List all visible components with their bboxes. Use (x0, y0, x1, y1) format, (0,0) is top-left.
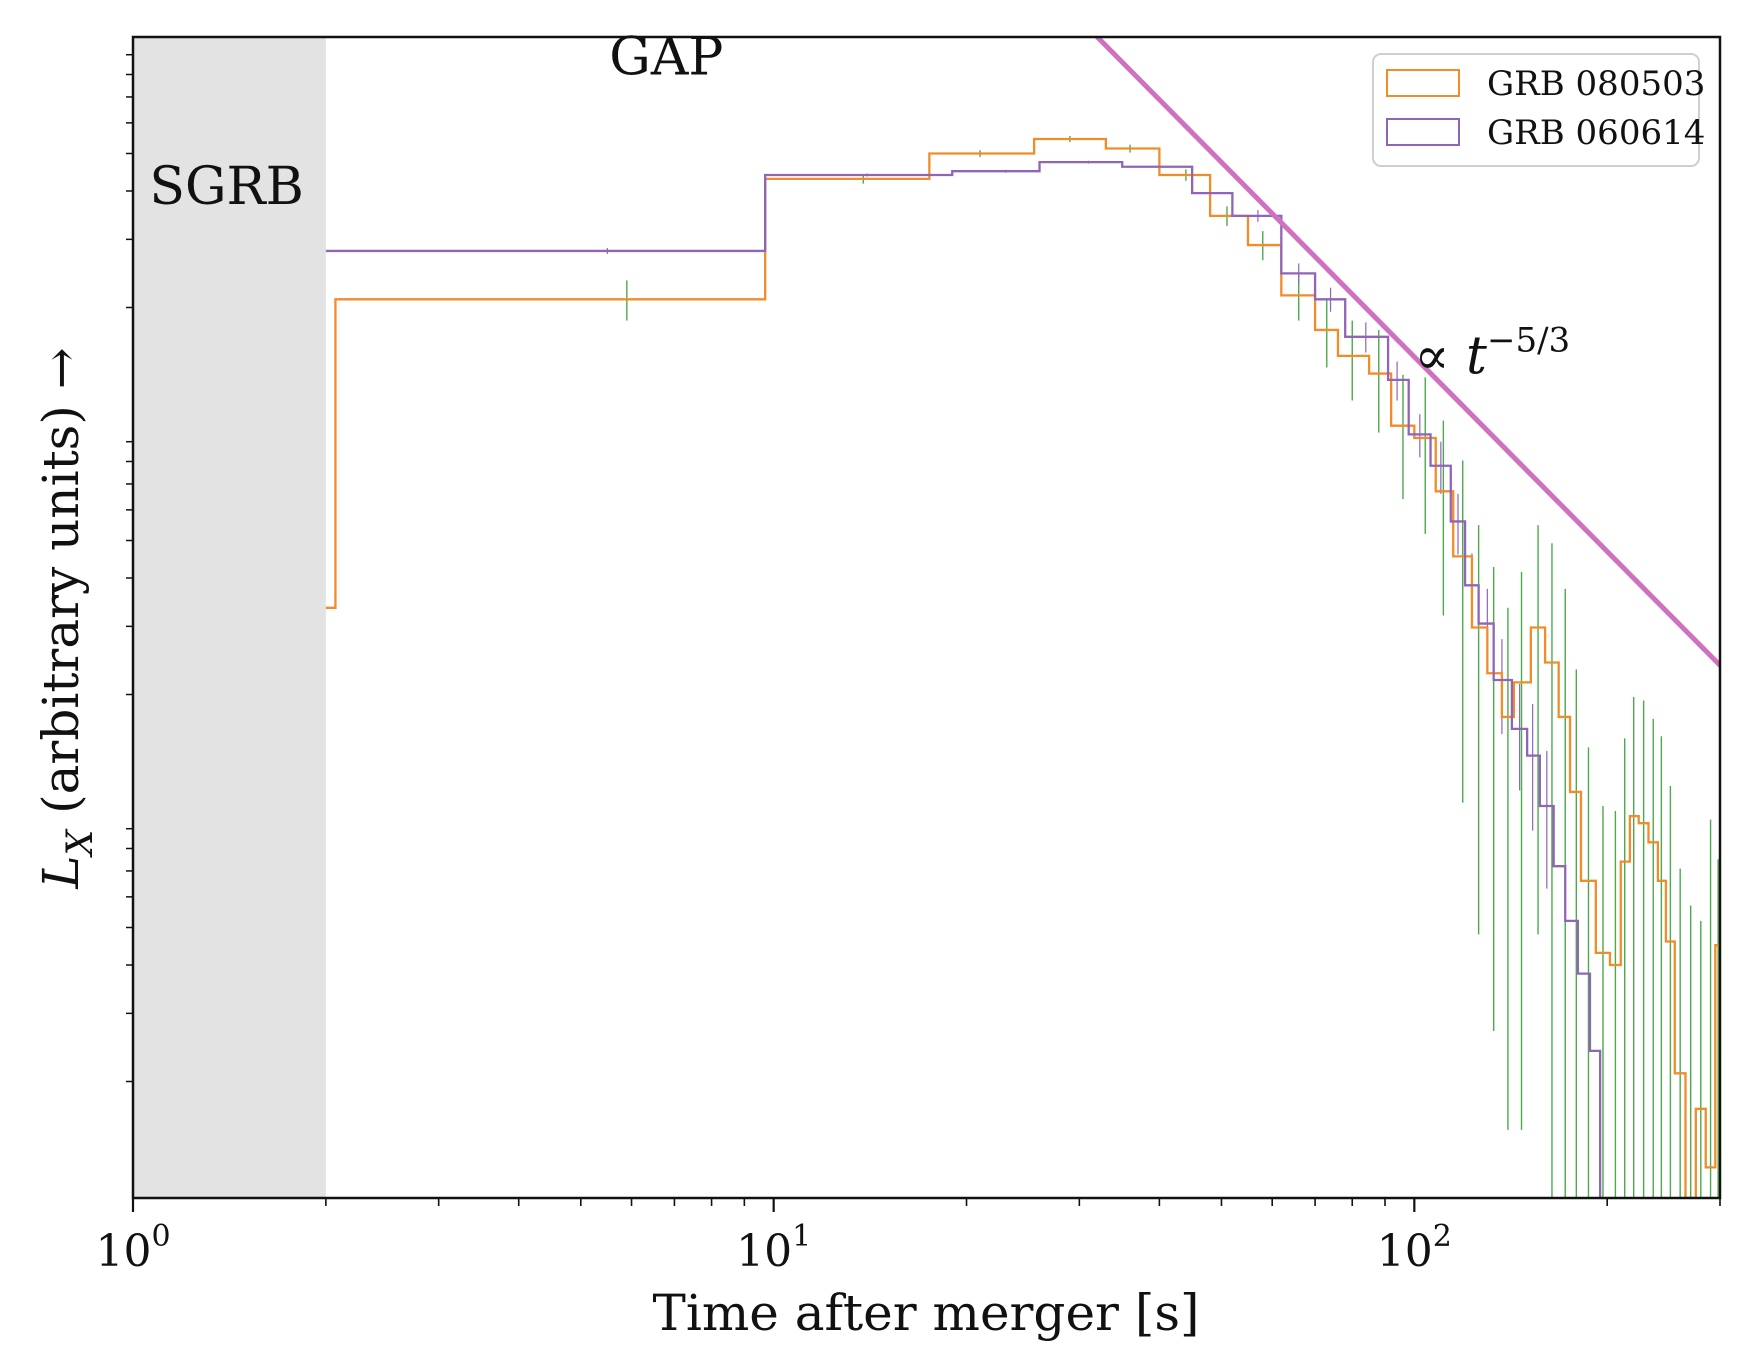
plot-frame (131, 35, 1722, 1200)
y-axis-ticks (126, 53, 133, 1083)
powerlaw-variable: t (1466, 327, 1487, 387)
y-axis-title: LX (arbitrary units) → (32, 347, 101, 889)
powerlaw-prefix: ∝ (1414, 327, 1466, 387)
x-tick-exponent: 0 (151, 1219, 170, 1254)
series-line-grb-060614 (325, 160, 1602, 1198)
x-tick-exponent: 1 (792, 1219, 811, 1254)
gap-annotation: GAP (609, 28, 723, 88)
powerlaw-exponent: −5/3 (1487, 321, 1570, 361)
y-axis-title-sub: X (60, 828, 101, 858)
series-layer (325, 137, 1720, 1198)
y-axis-title-main: L (32, 855, 90, 889)
x-tick-exponent: 2 (1433, 1219, 1452, 1254)
plot-background (133, 37, 1720, 1198)
x-tick-base: 10 (1377, 1226, 1433, 1277)
x-axis-title: Time after merger [s] (653, 1284, 1200, 1342)
x-axis-ticks: 100 101 102 (95, 1198, 1721, 1277)
x-tick-label: 101 (736, 1219, 811, 1277)
legend-swatch-grb-060614 (1386, 118, 1460, 146)
y-axis-title-rest: (arbitrary units) → (32, 347, 90, 829)
sgrb-shaded-region (133, 37, 326, 1198)
legend-label-grb-060614: GRB 060614 (1487, 113, 1705, 153)
series-line-grb-080503 (325, 137, 1720, 1198)
legend-swatch-grb-080503 (1386, 69, 1460, 97)
legend: GRB 080503 GRB 060614 (1372, 53, 1705, 167)
powerlaw-line (1094, 37, 1720, 668)
x-tick-base: 10 (95, 1226, 151, 1277)
x-tick-label: 100 (95, 1219, 170, 1277)
sgrb-annotation: SGRB (149, 157, 304, 217)
x-tick-label: 102 (1377, 1219, 1452, 1277)
error-bars-green (626, 135, 1719, 1198)
legend-frame (1372, 53, 1700, 167)
legend-label-grb-080503: GRB 080503 (1487, 64, 1705, 104)
powerlaw-annotation: ∝ t−5/3 (1414, 321, 1570, 387)
x-tick-base: 10 (736, 1226, 792, 1277)
